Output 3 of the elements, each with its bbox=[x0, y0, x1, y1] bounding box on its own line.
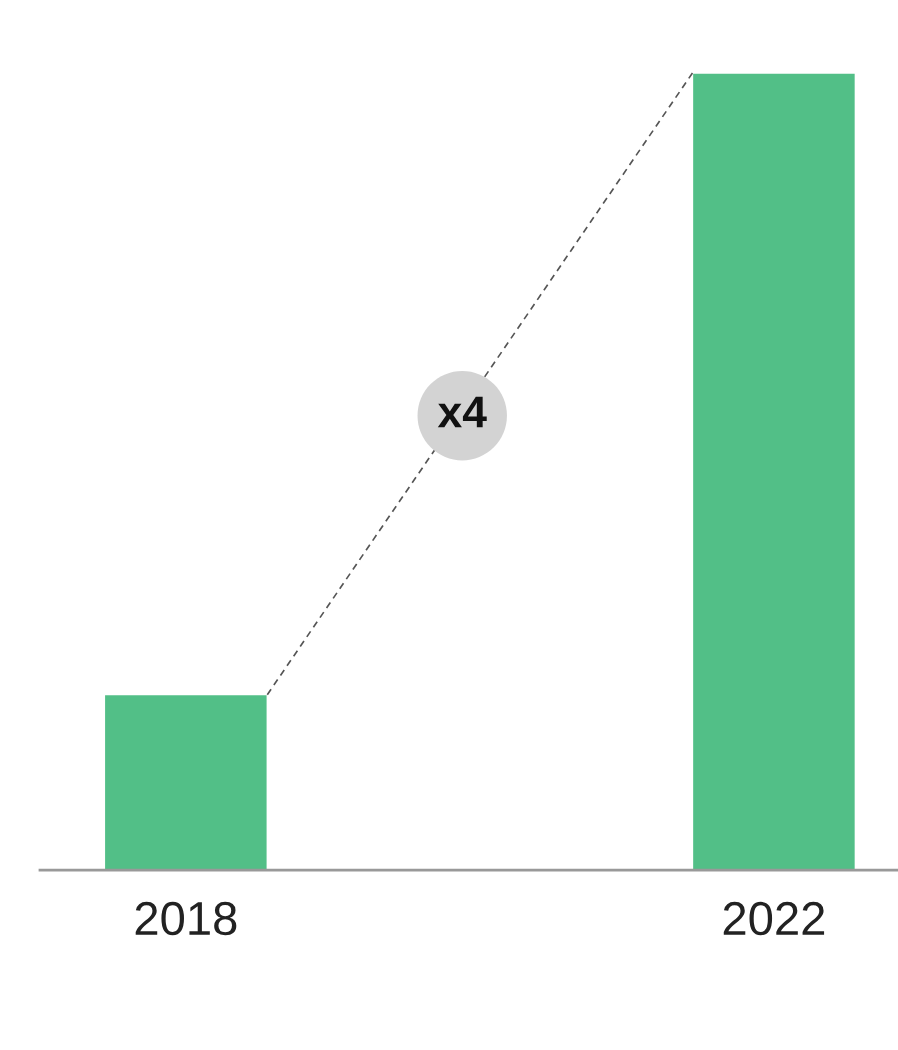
x-tick-label: 2018 bbox=[135, 901, 237, 936]
x-tick-label: 2022 bbox=[723, 901, 825, 936]
annotation: x4 bbox=[437, 396, 487, 428]
